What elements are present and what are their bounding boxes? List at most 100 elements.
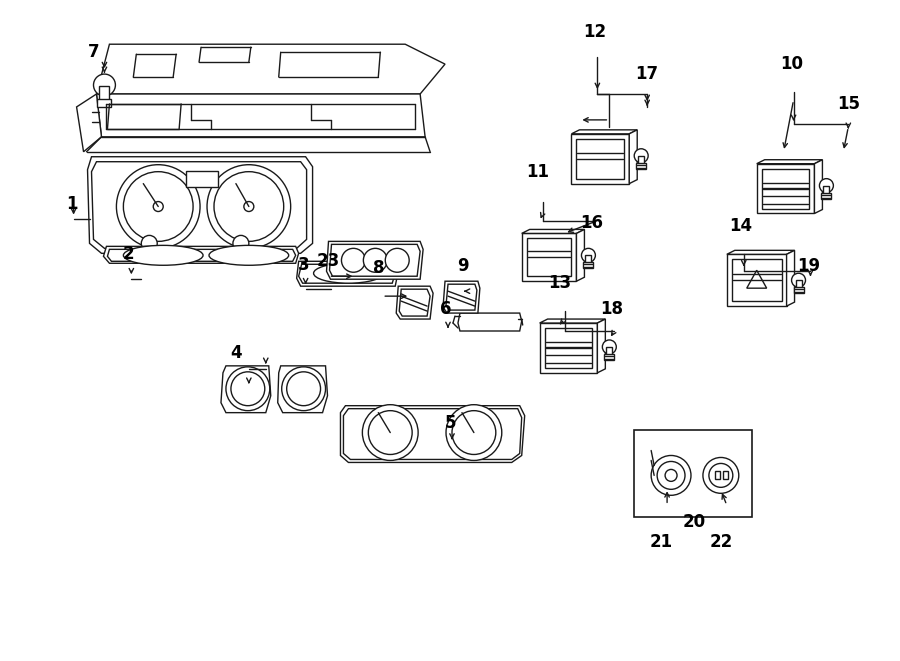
Text: 11: 11 (526, 163, 549, 180)
Text: 20: 20 (682, 513, 706, 531)
Circle shape (581, 249, 596, 262)
Circle shape (452, 410, 496, 455)
Bar (794, 287, 804, 293)
Circle shape (233, 235, 248, 251)
Polygon shape (299, 264, 395, 283)
Polygon shape (327, 241, 423, 279)
Text: 8: 8 (373, 259, 384, 277)
Bar (577, 139, 625, 178)
Circle shape (341, 249, 365, 272)
Text: 10: 10 (780, 55, 803, 73)
Polygon shape (522, 229, 584, 233)
Bar (544, 328, 592, 368)
Bar (732, 259, 781, 301)
Text: 17: 17 (635, 65, 659, 83)
Bar (186, 171, 218, 186)
Circle shape (792, 273, 806, 287)
Circle shape (116, 165, 200, 249)
Polygon shape (443, 281, 480, 313)
Polygon shape (577, 229, 584, 281)
Text: 13: 13 (548, 274, 572, 292)
Text: 3: 3 (298, 256, 310, 274)
Ellipse shape (123, 245, 203, 265)
Polygon shape (96, 44, 445, 94)
Bar (761, 169, 809, 208)
Polygon shape (598, 319, 606, 373)
Bar (638, 156, 644, 164)
Text: 2: 2 (122, 245, 134, 263)
Polygon shape (747, 270, 767, 288)
Text: 4: 4 (230, 344, 242, 362)
Circle shape (123, 172, 194, 241)
Circle shape (214, 172, 284, 241)
Polygon shape (107, 249, 296, 261)
Bar (824, 186, 830, 194)
Bar (572, 134, 629, 184)
Bar (97, 99, 112, 107)
Polygon shape (344, 408, 522, 459)
Polygon shape (400, 289, 430, 316)
Circle shape (231, 372, 265, 406)
Bar (583, 262, 593, 268)
Circle shape (94, 74, 115, 96)
Text: 9: 9 (457, 257, 469, 275)
Bar (100, 86, 110, 100)
Circle shape (446, 405, 502, 461)
Bar (727, 254, 787, 306)
Text: 1: 1 (66, 194, 77, 213)
Bar (604, 354, 615, 360)
Polygon shape (104, 247, 299, 263)
Text: 7: 7 (87, 43, 99, 61)
Bar (715, 471, 720, 479)
Polygon shape (446, 284, 477, 310)
Circle shape (703, 457, 739, 493)
Text: 14: 14 (729, 217, 752, 235)
Bar (822, 192, 832, 198)
Circle shape (244, 202, 254, 212)
Circle shape (282, 367, 326, 410)
Polygon shape (278, 366, 328, 412)
Circle shape (207, 165, 291, 249)
Circle shape (665, 469, 677, 481)
Polygon shape (757, 160, 823, 164)
Circle shape (652, 455, 691, 495)
Circle shape (368, 410, 412, 455)
Polygon shape (96, 94, 425, 137)
Text: 12: 12 (583, 23, 606, 41)
Text: 15: 15 (837, 95, 859, 113)
Circle shape (657, 461, 685, 489)
Bar (757, 164, 814, 214)
Polygon shape (787, 251, 795, 306)
Circle shape (363, 405, 419, 461)
Polygon shape (92, 162, 307, 249)
Text: 23: 23 (317, 253, 340, 270)
Polygon shape (727, 251, 795, 254)
Circle shape (385, 249, 410, 272)
Text: 19: 19 (796, 257, 820, 275)
Bar (522, 233, 577, 281)
Bar (634, 430, 752, 517)
Circle shape (287, 372, 320, 406)
Bar (723, 471, 728, 479)
Text: 16: 16 (580, 214, 603, 233)
Text: 5: 5 (445, 414, 455, 432)
Polygon shape (76, 94, 102, 152)
Polygon shape (629, 130, 637, 184)
Circle shape (141, 235, 158, 251)
Polygon shape (458, 313, 522, 331)
Text: 21: 21 (650, 533, 672, 551)
Circle shape (634, 149, 648, 163)
Ellipse shape (313, 263, 383, 283)
Polygon shape (221, 366, 271, 412)
Polygon shape (540, 319, 606, 323)
Circle shape (819, 178, 833, 192)
Bar (526, 239, 572, 276)
Bar (607, 347, 612, 355)
Circle shape (602, 340, 616, 354)
Circle shape (153, 202, 163, 212)
Text: 22: 22 (709, 533, 733, 551)
Bar (585, 255, 591, 263)
Circle shape (226, 367, 270, 410)
Polygon shape (572, 130, 637, 134)
Text: 6: 6 (440, 300, 452, 318)
